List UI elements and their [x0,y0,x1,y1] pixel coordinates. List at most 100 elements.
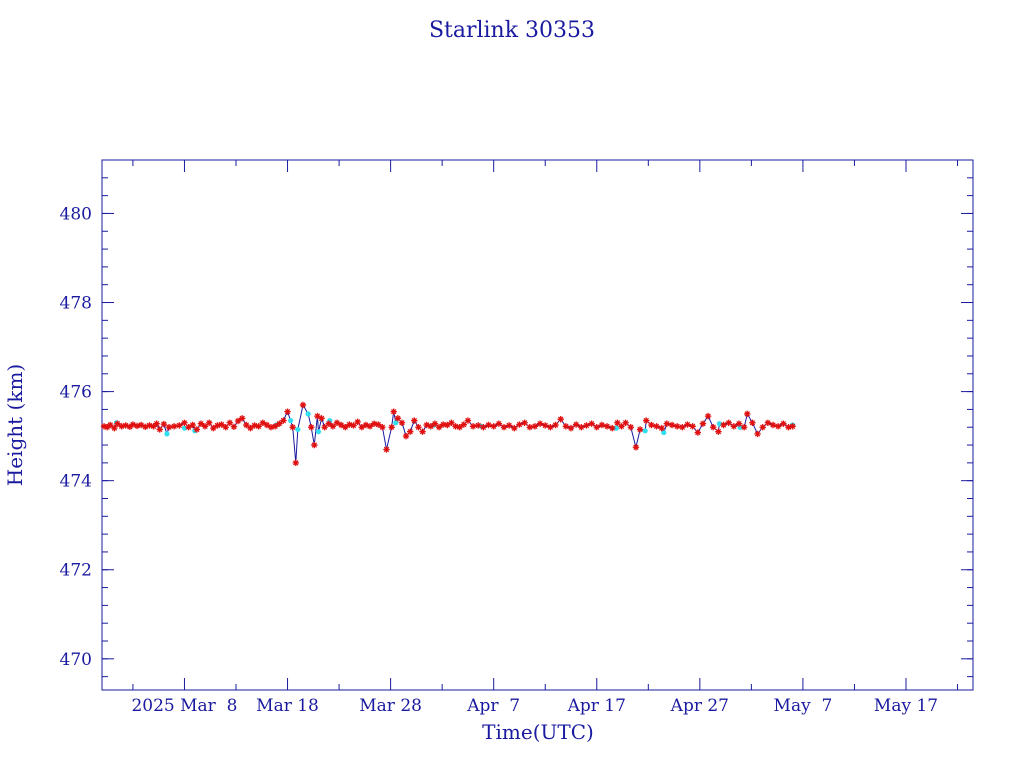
data-point-star [427,423,435,430]
data-point-star [423,421,430,429]
data-point-star [354,418,361,426]
data-point-star [218,421,225,428]
x-tick-label: Apr 7 [466,696,520,716]
data-point-star [100,423,108,430]
x-tick-label: Mar 28 [359,696,422,716]
data-point-star [505,422,513,429]
data-point-star [658,424,665,432]
data-point-star [337,421,345,429]
data-point-star [627,424,634,431]
data-point-star [609,424,616,432]
y-tick-label: 472 [60,561,92,581]
data-point-star [735,420,743,427]
data-point-star [333,419,341,426]
data-point-star [552,421,559,429]
data-point-star [185,424,192,431]
data-point-star [280,417,287,424]
data-point-star [754,430,761,438]
data-point-star [715,428,722,435]
data-point-star [439,421,447,428]
x-tick-label: 2025 Mar 8 [131,696,237,716]
data-point-star [181,419,188,426]
data-point-star [314,412,321,420]
data-point-star [383,446,390,453]
data-point-star [379,424,386,431]
data-point-star [156,426,163,433]
data-point-star [292,459,299,467]
data-point-star [785,424,792,431]
data-point-star [370,420,378,427]
data-point-star [142,423,149,430]
data-point-secondary [661,429,667,436]
data-point-star [247,424,254,432]
data-point-star [267,424,275,431]
data-point-star [547,424,554,431]
data-point-star [165,424,173,431]
data-point-star [578,424,585,431]
data-point-star [153,420,160,427]
data-point-star [557,416,564,423]
data-point-star [720,421,727,429]
data-point-star [598,421,606,429]
data-point-star [398,419,406,426]
data-point-star [118,423,125,430]
height-series-line [103,403,794,463]
data-point-star [189,421,196,429]
data-point-star [593,424,600,431]
data-point-star [769,421,777,429]
data-point-star [526,424,533,431]
data-point-star [536,420,544,427]
data-point-star [431,420,439,427]
data-point-star [419,428,426,435]
data-point-star [456,424,463,431]
data-point-star [329,423,337,430]
data-point-star [366,423,374,430]
data-point-star [255,423,262,430]
data-point-star [325,420,332,427]
data-point-star [133,422,141,430]
y-tick-label: 480 [60,204,92,224]
data-point-star [460,421,467,428]
data-point-star [603,423,611,430]
data-point-star [346,421,353,428]
data-point-star [311,441,318,449]
data-point-star [759,424,766,431]
data-point-star [284,408,291,415]
data-point-star [699,420,707,427]
data-point-star [251,422,258,429]
data-point-star [111,424,118,432]
data-point-star [452,423,459,430]
data-point-star [448,419,455,426]
data-point-star [230,423,238,430]
data-point-star [358,424,365,431]
data-point-star [415,424,422,431]
data-point-star [122,422,129,429]
data-point-star [511,424,518,432]
data-point-star [567,424,575,432]
data-point-star [464,417,472,424]
data-point-star [521,419,528,426]
data-point-star [407,428,414,435]
data-point-secondary [295,426,301,433]
data-point-star [694,429,701,436]
data-point-star [114,420,121,427]
data-point-star [126,423,134,430]
data-point-secondary [288,417,294,424]
data-point-star [480,424,487,431]
data-point-star [238,415,246,422]
data-point-star [740,424,748,431]
data-point-star [495,420,503,427]
data-point-star [730,423,738,430]
data-point-star [263,421,271,429]
data-point-secondary [393,420,399,426]
data-point-star [206,419,213,426]
data-point-star [321,424,328,431]
data-point-star [588,420,595,427]
data-point-secondary [642,428,648,434]
data-point-star [271,423,279,430]
data-point-star [764,419,772,426]
data-point-star [342,424,349,431]
data-point-star [402,432,410,440]
data-point-star [234,417,242,425]
data-point-star [542,422,549,429]
